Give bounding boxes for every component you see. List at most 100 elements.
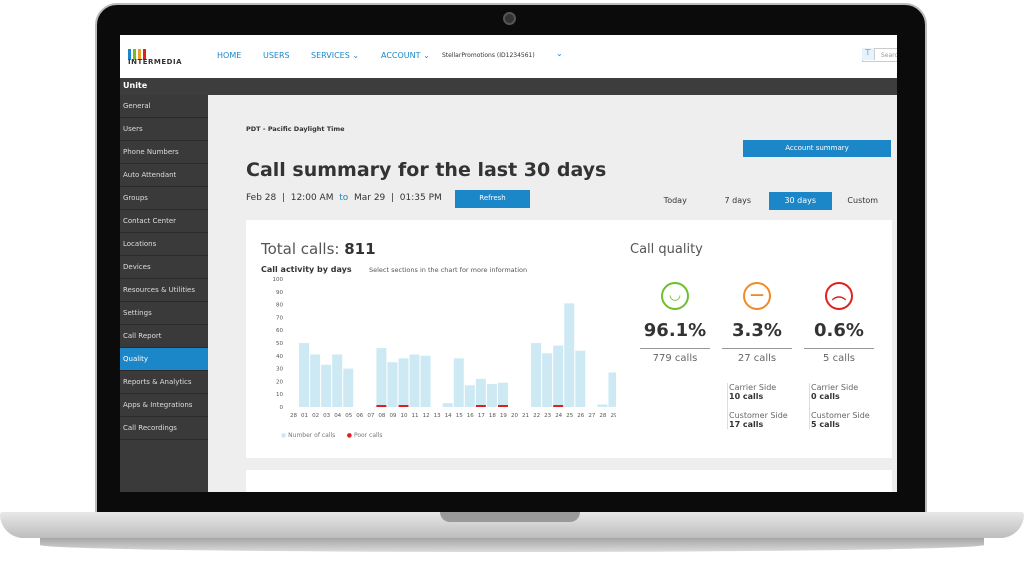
sidebar-item-groups[interactable]: Groups <box>120 187 208 210</box>
x-tick-label: 16 <box>467 413 474 419</box>
y-tick-label: 10 <box>276 392 283 398</box>
bar-number-of-calls[interactable] <box>420 355 431 407</box>
section-title: Unite <box>120 78 897 95</box>
y-tick-label: 50 <box>276 341 283 347</box>
bar-number-of-calls[interactable] <box>475 378 486 407</box>
activity-hint: Select sections in the chart for more in… <box>369 266 528 274</box>
call-activity-chart[interactable]: 0 10 20 30 40 50 60 70 80 90 100 28 01 02 03 04 05 06 07 08… <box>266 275 616 430</box>
bar-poor-calls[interactable] <box>398 405 409 407</box>
y-tick-label: 40 <box>276 354 283 360</box>
filter-icon[interactable]: ⊤ <box>862 48 875 60</box>
bar-number-of-calls[interactable] <box>453 358 464 407</box>
bar-number-of-calls[interactable] <box>564 303 575 407</box>
x-tick-label: 08 <box>378 413 385 419</box>
sidebar-item-contact-center[interactable]: Contact Center <box>120 210 208 233</box>
refresh-button[interactable]: Refresh <box>455 190 530 208</box>
bar-number-of-calls[interactable] <box>332 354 343 407</box>
period-tabs: Today 7 days 30 days Custom <box>644 192 894 210</box>
x-tick-label: 09 <box>389 413 396 419</box>
period-tab-30-days[interactable]: 30 days <box>769 192 832 210</box>
quality-calls: 27 calls <box>722 348 792 364</box>
happy-face-icon: ◡ <box>661 282 689 310</box>
bar-number-of-calls[interactable] <box>321 364 332 407</box>
nav-account[interactable]: ACCOUNT ⌄ <box>381 51 430 60</box>
account-selector[interactable]: StellarPromotions (ID1234561) <box>442 52 535 59</box>
bar-poor-calls[interactable] <box>376 405 387 407</box>
bar-number-of-calls[interactable] <box>442 403 453 407</box>
sidebar-item-quality[interactable]: Quality <box>120 348 208 371</box>
timezone: PDT - Pacific Daylight Time <box>246 125 345 133</box>
x-tick-label: 22 <box>533 413 540 419</box>
bar-number-of-calls[interactable] <box>486 383 497 407</box>
quality-calls: 779 calls <box>640 348 710 364</box>
bar-number-of-calls[interactable] <box>409 354 420 407</box>
nav-home[interactable]: HOME <box>217 51 242 60</box>
x-tick-label: 29 <box>610 413 616 419</box>
sidebar-item-apps-integrations[interactable]: Apps & Integrations <box>120 394 208 417</box>
x-tick-label: 17 <box>478 413 485 419</box>
sidebar-item-reports-analytics[interactable]: Reports & Analytics <box>120 371 208 394</box>
screen: INTERMEDIA HOME USERS SERVICES ⌄ ACCOUNT… <box>120 35 897 492</box>
x-tick-label: 04 <box>334 413 341 419</box>
total-calls: Total calls: 811 <box>261 240 376 258</box>
bar-number-of-calls[interactable] <box>553 345 564 407</box>
y-tick-label: 80 <box>276 303 283 309</box>
account-chevron-down-icon[interactable]: ⌄ <box>556 49 563 58</box>
bar-poor-calls[interactable] <box>553 405 564 407</box>
sidebar-item-auto-attendant[interactable]: Auto Attendant <box>120 164 208 187</box>
x-tick-label: 26 <box>577 413 584 419</box>
x-tick-label: 05 <box>345 413 352 419</box>
legend-poor: Poor calls <box>353 432 383 439</box>
sidebar-item-users[interactable]: Users <box>120 118 208 141</box>
bar-poor-calls[interactable] <box>497 405 508 407</box>
bar-number-of-calls[interactable] <box>376 348 387 407</box>
sidebar-item-call-report[interactable]: Call Report <box>120 325 208 348</box>
sidebar-item-general[interactable]: General <box>120 95 208 118</box>
sidebar-item-locations[interactable]: Locations <box>120 233 208 256</box>
x-tick-label: 24 <box>555 413 562 419</box>
account-summary-button[interactable]: Account summary <box>743 140 891 157</box>
bar-number-of-calls[interactable] <box>398 358 409 407</box>
bar-number-of-calls[interactable] <box>497 382 508 407</box>
period-tab-custom[interactable]: Custom <box>847 196 879 205</box>
bar-number-of-calls[interactable] <box>575 350 586 407</box>
y-tick-label: 20 <box>276 379 283 385</box>
bar-number-of-calls[interactable] <box>597 404 608 407</box>
main-content: PDT - Pacific Daylight Time Account summ… <box>208 95 897 492</box>
chart-legend: ● Number of calls ● Poor calls <box>281 432 383 439</box>
y-tick-label: 70 <box>276 315 283 321</box>
x-tick-label: 14 <box>445 413 452 419</box>
bar-number-of-calls[interactable] <box>343 368 354 407</box>
legend-calls: Number of calls <box>288 432 336 439</box>
bar-number-of-calls[interactable] <box>387 362 398 407</box>
bar-poor-calls[interactable] <box>475 405 486 407</box>
bar-number-of-calls[interactable] <box>310 354 321 407</box>
x-tick-label: 13 <box>434 413 441 419</box>
period-tab-7-days[interactable]: 7 days <box>724 196 751 205</box>
y-tick-label: 0 <box>280 405 284 411</box>
nav-users[interactable]: USERS <box>263 51 290 60</box>
bar-number-of-calls[interactable] <box>464 385 475 407</box>
bar-number-of-calls[interactable] <box>542 353 553 407</box>
x-tick-label: 15 <box>456 413 463 419</box>
brand-name: INTERMEDIA <box>128 58 182 66</box>
sidebar-item-call-recordings[interactable]: Call Recordings <box>120 417 208 440</box>
nav-services[interactable]: SERVICES ⌄ <box>311 51 360 60</box>
quality-calls: 5 calls <box>804 348 874 364</box>
bar-number-of-calls[interactable] <box>531 343 542 407</box>
sidebar-item-resources-utilities[interactable]: Resources & Utilities <box>120 279 208 302</box>
quality-percent: 0.6% <box>814 320 864 341</box>
x-tick-label: 11 <box>412 413 419 419</box>
bar-number-of-calls[interactable] <box>299 343 310 407</box>
sidebar-item-phone-numbers[interactable]: Phone Numbers <box>120 141 208 164</box>
laptop-base-bottom <box>40 538 984 552</box>
date-range: Feb 28 | 12:00 AM to Mar 29 | 01:35 PM <box>246 193 442 203</box>
sidebar-item-devices[interactable]: Devices <box>120 256 208 279</box>
bar-number-of-calls[interactable] <box>608 372 616 407</box>
period-tab-today[interactable]: Today <box>663 196 687 205</box>
x-tick-label: 07 <box>367 413 374 419</box>
sidebar-item-settings[interactable]: Settings <box>120 302 208 325</box>
quality-percent: 3.3% <box>732 320 782 341</box>
activity-title: Call activity by days <box>261 265 352 274</box>
x-tick-label: 27 <box>588 413 595 419</box>
